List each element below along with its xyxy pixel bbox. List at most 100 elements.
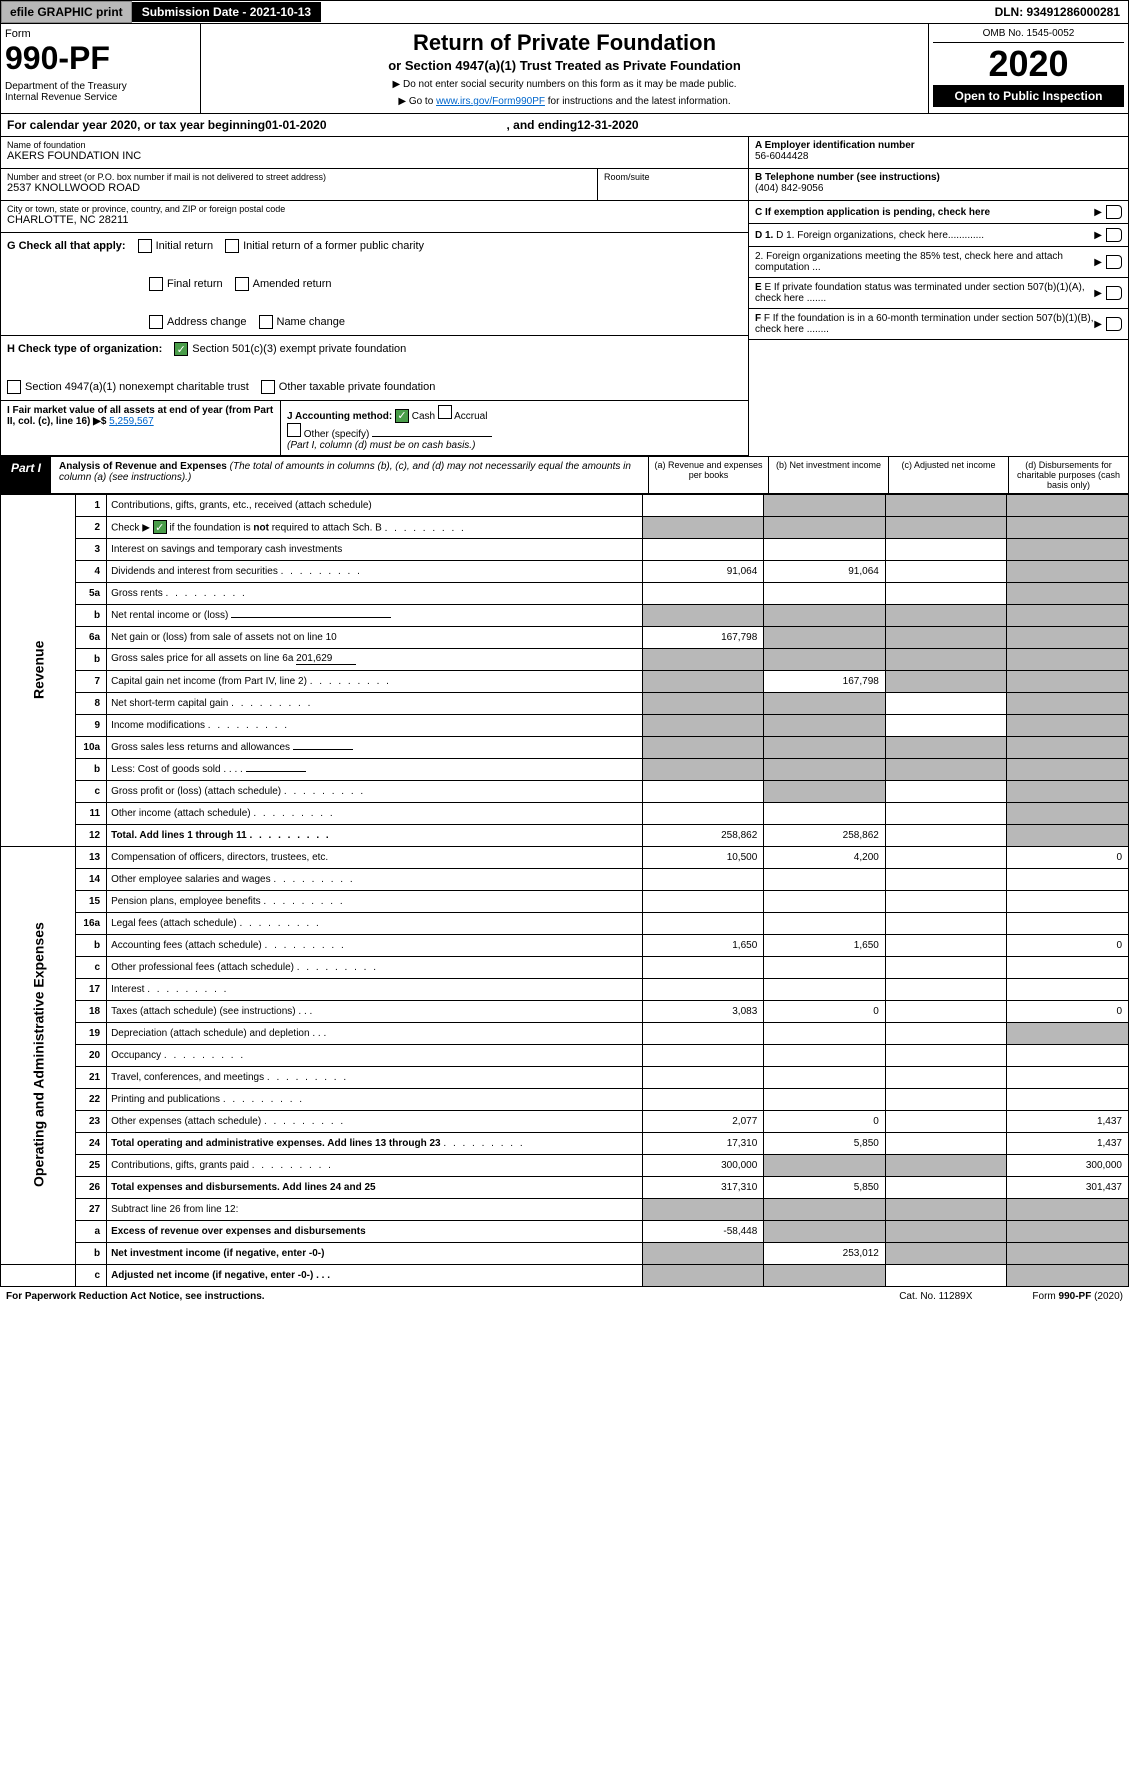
accounting-method: J Accounting method: Cash Accrual Other …	[281, 401, 748, 455]
row-27a: Excess of revenue over expenses and disb…	[107, 1220, 643, 1242]
row-26: Total expenses and disbursements. Add li…	[107, 1176, 643, 1198]
revenue-side-label: Revenue	[1, 494, 76, 846]
tax-year: 2020	[933, 43, 1124, 85]
row-6a: Net gain or (loss) from sale of assets n…	[107, 626, 643, 648]
part1-table: Revenue 1Contributions, gifts, grants, e…	[0, 494, 1129, 1287]
instruction-2: ▶ Go to www.irs.gov/Form990PF for instru…	[207, 96, 922, 107]
row-5b: Net rental income or (loss)	[107, 604, 643, 626]
efile-print-button[interactable]: efile GRAPHIC print	[1, 1, 132, 23]
row-2: Check ▶ if the foundation is not require…	[107, 516, 643, 538]
chk-address-change[interactable]	[149, 315, 163, 329]
chk-4947a1[interactable]	[7, 380, 21, 394]
ein-label: A Employer identification number	[755, 140, 1122, 151]
form-number: 990-PF	[5, 40, 196, 77]
expenses-side-label: Operating and Administrative Expenses	[1, 846, 76, 1264]
chk-d1-foreign[interactable]	[1106, 228, 1122, 242]
chk-d2-85pct[interactable]	[1106, 255, 1122, 269]
chk-initial-return[interactable]	[138, 239, 152, 253]
row-10c: Gross profit or (loss) (attach schedule)	[107, 780, 643, 802]
row-4: Dividends and interest from securities	[107, 560, 643, 582]
top-bar: efile GRAPHIC print Submission Date - 20…	[0, 0, 1129, 24]
open-to-public: Open to Public Inspection	[933, 85, 1124, 107]
col-a-header: (a) Revenue and expenses per books	[649, 456, 769, 494]
row-13: Compensation of officers, directors, tru…	[107, 846, 643, 868]
d1-label: D 1. D 1. Foreign organizations, check h…	[755, 230, 1094, 241]
footer: For Paperwork Reduction Act Notice, see …	[0, 1287, 1129, 1306]
row-16b: Accounting fees (attach schedule)	[107, 934, 643, 956]
row-17: Interest	[107, 978, 643, 1000]
row-7: Capital gain net income (from Part IV, l…	[107, 670, 643, 692]
chk-amended-return[interactable]	[235, 277, 249, 291]
row-9: Income modifications	[107, 714, 643, 736]
row-22: Printing and publications	[107, 1088, 643, 1110]
chk-name-change[interactable]	[259, 315, 273, 329]
row-10a: Gross sales less returns and allowances	[107, 736, 643, 758]
dln: DLN: 93491286000281	[987, 2, 1128, 22]
ein-value: 56-6044428	[755, 151, 1122, 162]
city-state-zip: CHARLOTTE, NC 28211	[7, 214, 742, 226]
row-5a: Gross rents	[107, 582, 643, 604]
tel-value: (404) 842-9056	[755, 183, 1122, 194]
tel-label: B Telephone number (see instructions)	[755, 172, 1122, 183]
calendar-year-row: For calendar year 2020, or tax year begi…	[0, 114, 1129, 137]
f-label: F F If the foundation is in a 60-month t…	[755, 313, 1094, 335]
addr-label: Number and street (or P.O. box number if…	[7, 172, 591, 182]
fmv-block: I Fair market value of all assets at end…	[1, 401, 281, 455]
row-24: Total operating and administrative expen…	[107, 1132, 643, 1154]
entity-info: Name of foundation AKERS FOUNDATION INC …	[0, 137, 1129, 456]
g-check-row: G Check all that apply: Initial return I…	[1, 233, 748, 336]
row-19: Depreciation (attach schedule) and deple…	[107, 1022, 643, 1044]
name-label: Name of foundation	[7, 140, 742, 150]
row-15: Pension plans, employee benefits	[107, 890, 643, 912]
row-3: Interest on savings and temporary cash i…	[107, 538, 643, 560]
chk-cash[interactable]	[395, 409, 409, 423]
row-10b: Less: Cost of goods sold . . . .	[107, 758, 643, 780]
chk-initial-former[interactable]	[225, 239, 239, 253]
row-16c: Other professional fees (attach schedule…	[107, 956, 643, 978]
chk-accrual[interactable]	[438, 405, 452, 419]
row-1: Contributions, gifts, grants, etc., rece…	[107, 494, 643, 516]
col-c-header: (c) Adjusted net income	[889, 456, 1009, 494]
row-14: Other employee salaries and wages	[107, 868, 643, 890]
chk-no-sch-b[interactable]	[153, 520, 167, 534]
row-6b: Gross sales price for all assets on line…	[107, 648, 643, 670]
form-footer: Form 990-PF (2020)	[1032, 1291, 1123, 1302]
row-16a: Legal fees (attach schedule)	[107, 912, 643, 934]
row-27: Subtract line 26 from line 12:	[107, 1198, 643, 1220]
form-label: Form	[5, 28, 196, 40]
cat-no: Cat. No. 11289X	[899, 1291, 972, 1302]
foundation-name: AKERS FOUNDATION INC	[7, 150, 742, 162]
dept-treasury: Department of the Treasury Internal Reve…	[5, 81, 196, 103]
row-20: Occupancy	[107, 1044, 643, 1066]
row-21: Travel, conferences, and meetings	[107, 1066, 643, 1088]
chk-501c3[interactable]	[174, 342, 188, 356]
part1-label: Part I	[1, 457, 51, 493]
fmv-value[interactable]: 5,259,567	[109, 416, 154, 427]
e-label: E E If private foundation status was ter…	[755, 282, 1094, 304]
submission-date: Submission Date - 2021-10-13	[132, 2, 321, 22]
row-27c: Adjusted net income (if negative, enter …	[107, 1264, 643, 1286]
chk-f-60month[interactable]	[1106, 317, 1122, 331]
row-23: Other expenses (attach schedule)	[107, 1110, 643, 1132]
chk-final-return[interactable]	[149, 277, 163, 291]
row-12: Total. Add lines 1 through 11	[107, 824, 643, 846]
form-subtitle: or Section 4947(a)(1) Trust Treated as P…	[207, 58, 922, 73]
irs-link[interactable]: www.irs.gov/Form990PF	[436, 96, 545, 107]
col-d-header: (d) Disbursements for charitable purpose…	[1009, 456, 1129, 494]
row-27b: Net investment income (if negative, ente…	[107, 1242, 643, 1264]
chk-other-taxable[interactable]	[261, 380, 275, 394]
chk-c-pending[interactable]	[1106, 205, 1122, 219]
chk-e-terminated[interactable]	[1106, 286, 1122, 300]
h-check-row: H Check type of organization: Section 50…	[1, 336, 748, 401]
row-11: Other income (attach schedule)	[107, 802, 643, 824]
omb-number: OMB No. 1545-0052	[933, 28, 1124, 43]
form-title: Return of Private Foundation	[207, 30, 922, 56]
part1-header: Part I Analysis of Revenue and Expenses …	[0, 456, 1129, 494]
col-b-header: (b) Net investment income	[769, 456, 889, 494]
row-25: Contributions, gifts, grants paid	[107, 1154, 643, 1176]
d2-label: 2. Foreign organizations meeting the 85%…	[755, 251, 1094, 273]
form-header: Form 990-PF Department of the Treasury I…	[0, 24, 1129, 114]
chk-other-method[interactable]	[287, 423, 301, 437]
room-suite-label: Room/suite	[598, 169, 748, 201]
row-8: Net short-term capital gain	[107, 692, 643, 714]
